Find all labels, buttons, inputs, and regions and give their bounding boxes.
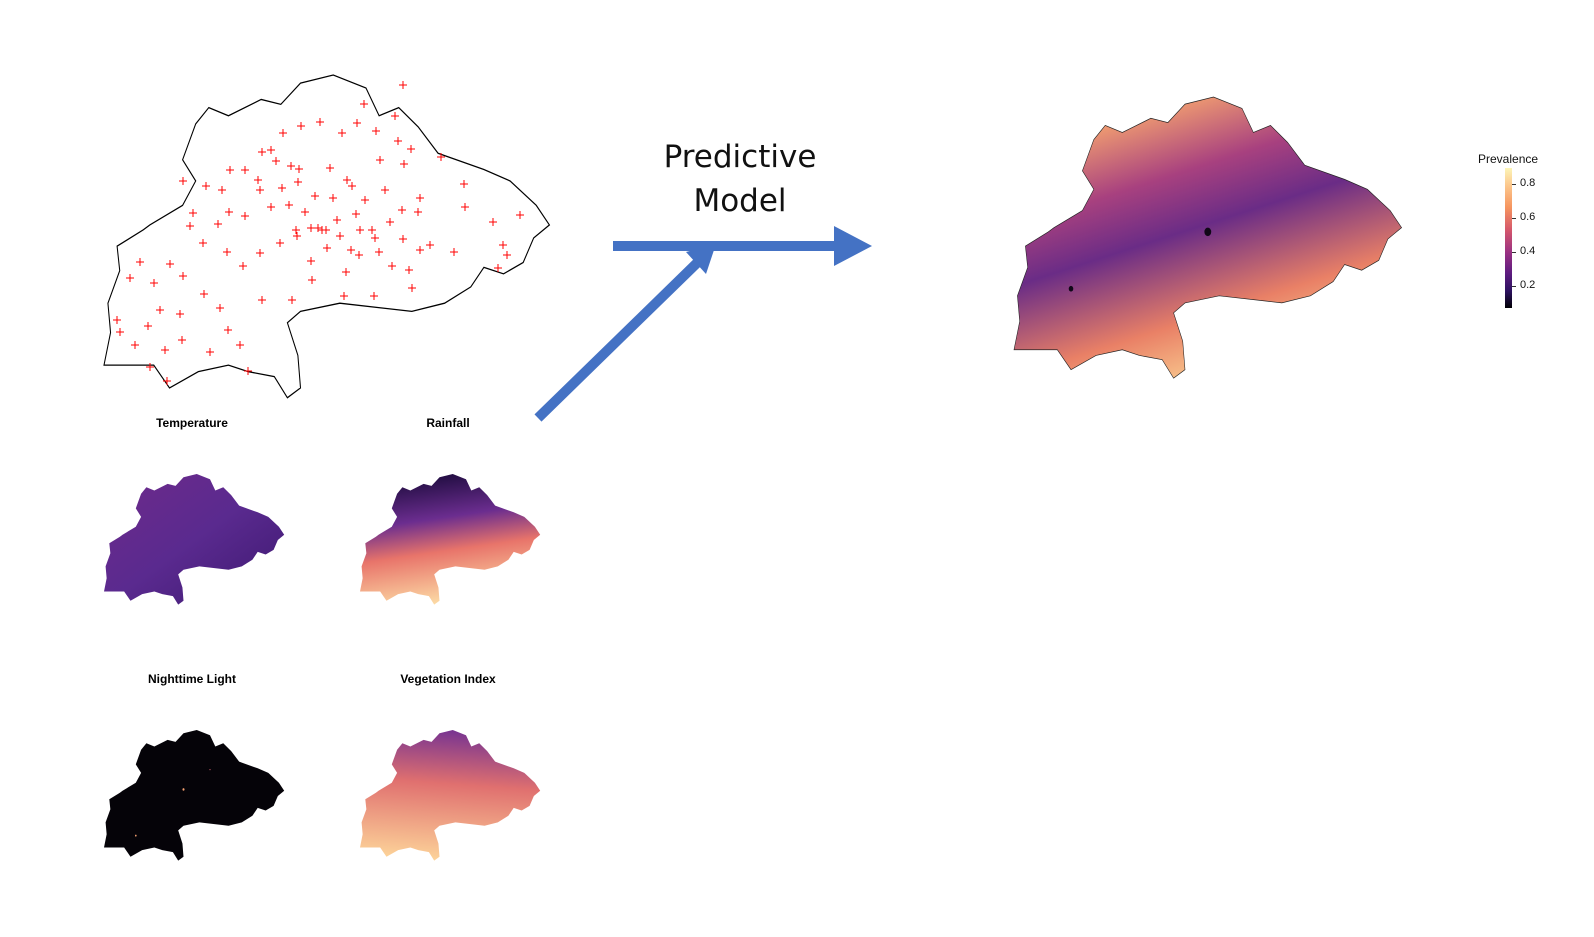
legend-color-bar [1505,168,1512,308]
predictive-model-label: Predictive Model [640,135,840,223]
survey-markers [113,81,524,385]
legend-tick [1512,286,1516,287]
legend-tick-label: 0.6 [1520,211,1536,223]
legend-tick-label: 0.4 [1520,245,1536,257]
legend-tick-label: 0.2 [1520,279,1536,291]
covariate-arrow-head [686,244,716,274]
rainfall-map [360,474,541,605]
legend-tick [1512,184,1516,185]
temperature-title: Temperature [156,416,228,430]
rainfall-title: Rainfall [426,416,470,430]
model-arrows [534,226,872,422]
model-label-line1: Predictive [663,139,817,175]
legend-tick-label: 0.8 [1520,177,1536,189]
model-label-line2: Model [693,183,787,219]
vegetation-index-title: Vegetation Index [400,672,496,686]
legend-title: Prevalence [1478,152,1539,166]
vegetation-index-map [360,730,541,861]
nighttime-light-map [104,730,285,861]
survey-locations-map [103,74,551,399]
legend-tick [1512,218,1516,219]
nighttime-light-title: Nighttime Light [148,672,236,686]
temperature-map [104,474,285,605]
survey-arrow-head [834,226,872,266]
covariate-arrow-line [534,258,702,422]
prevalence-map [1013,96,1403,379]
legend-tick [1512,252,1516,253]
